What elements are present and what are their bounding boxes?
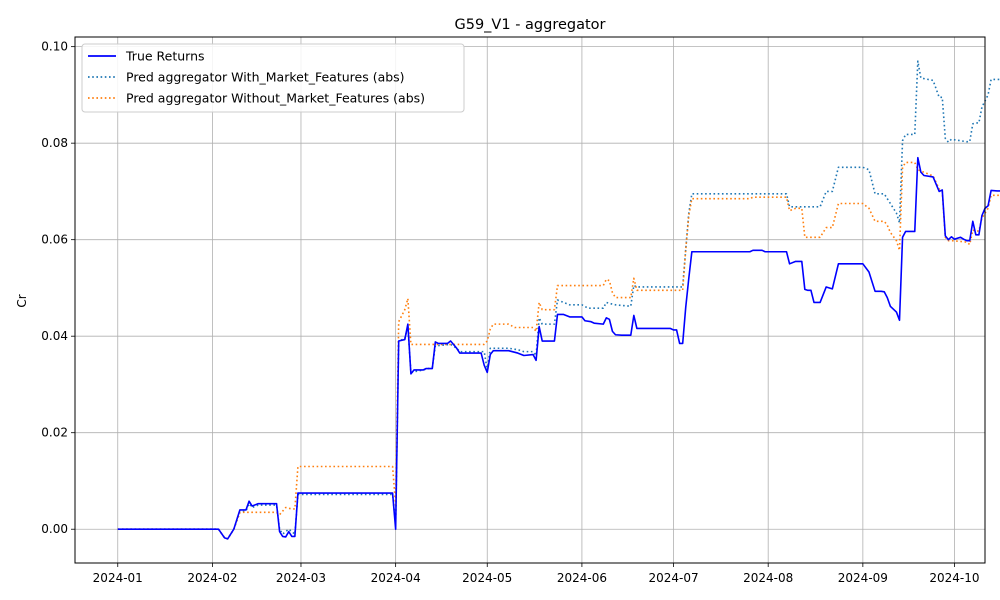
plot-frame: [74, 36, 986, 564]
y-tick-label: 0.06: [41, 233, 68, 247]
y-tick-label: 0.02: [41, 426, 68, 440]
series-line-1: [117, 60, 1000, 540]
x-tick-label: 2024-10: [929, 571, 979, 585]
y-axis-label: Cr: [15, 294, 29, 307]
y-tick-label: 0.10: [41, 40, 68, 54]
series-lines: [117, 60, 1000, 540]
x-tick-label: 2024-08: [743, 571, 793, 585]
plot-area: [74, 36, 1000, 564]
x-tick-label: 2024-05: [462, 571, 512, 585]
x-tick-label: 2024-03: [276, 571, 326, 585]
x-tick-label: 2024-01: [93, 571, 143, 585]
legend-box: [81, 43, 465, 113]
legend-label: True Returns: [125, 49, 205, 64]
series-line-2: [117, 161, 1000, 540]
y-tick-label: 0.04: [41, 329, 68, 343]
x-tick-label: 2024-02: [187, 571, 237, 585]
series-line-0: [117, 156, 1000, 540]
legend-label: Pred aggregator Without_Market_Features …: [126, 91, 425, 106]
x-tick-label: 2024-04: [371, 571, 421, 585]
y-tick-label: 0.00: [41, 522, 68, 536]
y-tick-label: 0.08: [41, 136, 68, 150]
x-tick-label: 2024-06: [557, 571, 607, 585]
legend: True Returns Pred aggregator With_Market_…: [81, 43, 465, 113]
x-tick-label: 2024-07: [648, 571, 698, 585]
x-tick-label: 2024-09: [838, 571, 888, 585]
chart-title: G59_V1 - aggregator: [455, 17, 606, 33]
y-axis: 0.00 0.02 0.04 0.06 0.08 0.10: [41, 40, 75, 536]
x-axis: 2024-01 2024-02 2024-03 2024-04 2024-05 2024-…: [93, 563, 980, 585]
legend-label: Pred aggregator With_Market_Features (ab…: [126, 70, 405, 85]
